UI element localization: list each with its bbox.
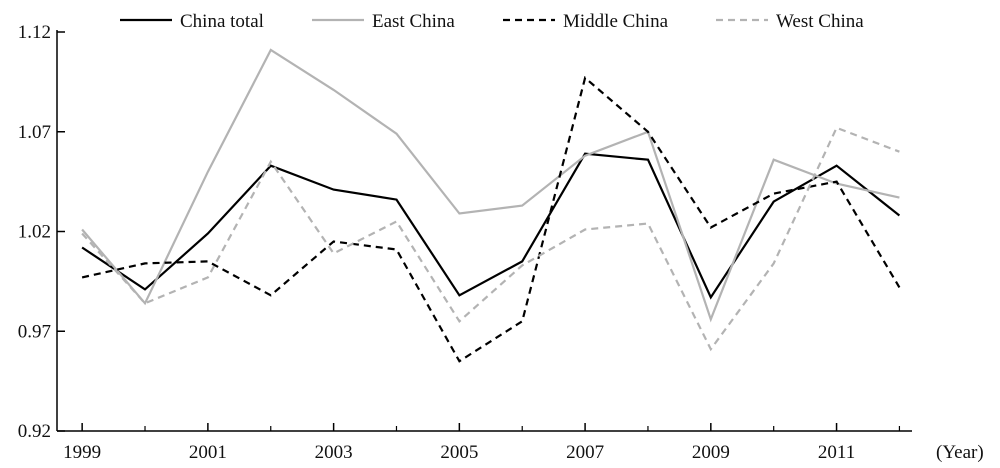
series-group (81, 48, 901, 363)
y-axis-ticks: 0.92 0.97 1.02 1.07 1.12 (18, 22, 65, 442)
axes: 0.92 0.97 1.02 1.07 1.12 1999 2001 2003 2005 200… (18, 22, 984, 463)
legend-label-west-china: West China (776, 11, 864, 32)
legend-label-east-china: East China (372, 11, 455, 32)
series-line-middle-china (81, 75, 901, 363)
x-tick-label: 2009 (692, 442, 730, 463)
x-tick-label: 2003 (315, 442, 353, 463)
y-tick-label: 0.97 (18, 321, 51, 342)
x-tick-label: 2011 (818, 442, 855, 463)
x-axis-title: (Year) (936, 442, 984, 463)
series-line-east-china (81, 48, 900, 323)
x-tick-label: 1999 (63, 442, 101, 463)
legend-label-middle-china: Middle China (563, 11, 669, 32)
y-tick-label: 0.92 (18, 421, 51, 442)
series-line-west-china (81, 126, 900, 352)
x-tick-label: 2001 (189, 442, 227, 463)
x-axis-ticks: 1999 2001 2003 2005 2007 2009 2011 (63, 423, 901, 463)
y-tick-label: 1.12 (18, 22, 51, 43)
legend: China total East China Middle China West Ch… (120, 11, 864, 32)
y-tick-label: 1.02 (18, 222, 51, 243)
y-tick-label: 1.07 (18, 122, 51, 143)
legend-label-china-total: China total (180, 11, 264, 32)
x-tick-label: 2005 (440, 442, 478, 463)
series-line-china-total (81, 152, 901, 300)
x-tick-label: 2007 (566, 442, 604, 463)
